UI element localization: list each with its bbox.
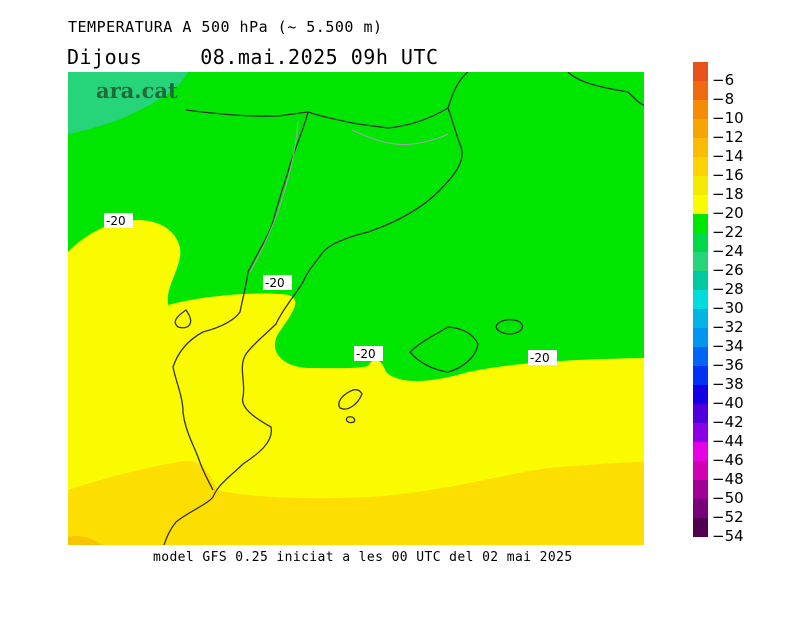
colorbar-swatch [693,252,708,271]
colorbar-swatch [693,157,708,176]
colorbar-label: −24 [712,242,744,260]
colorbar-swatch [693,309,708,328]
colorbar-swatch [693,290,708,309]
colorbar-swatch [693,62,708,82]
field-gold [68,461,644,545]
colorbar-label: −34 [712,337,744,355]
colorbar-swatch [693,404,708,423]
contour-label: -20 [104,213,133,228]
colorbar-swatch [693,461,708,480]
svg-text:-20: -20 [530,351,550,365]
colorbar-label: −52 [712,508,744,526]
colorbar-label: −26 [712,261,744,279]
colorbar-swatch [693,214,708,233]
colorbar-swatch [693,442,708,461]
colorbar-swatch [693,366,708,385]
regional-border [249,121,299,273]
contour-label: -20 [263,275,292,290]
colorbar-label: −42 [712,413,744,431]
colorbar-label: −46 [712,451,744,469]
colorbar-label: −50 [712,489,744,507]
colorbar-swatch [693,176,708,195]
svg-text:-20: -20 [106,214,126,228]
colorbar-label: −40 [712,394,744,412]
colorbar-label: −44 [712,432,744,450]
colorbar-label: −22 [712,223,744,241]
contour-label: -20 [528,350,557,365]
ara-cat-logo: ara.cat [96,78,178,103]
colorbar-label: −18 [712,185,744,203]
colorbar-label: −6 [712,71,735,89]
colorbar-swatch [693,233,708,252]
colorbar-label: −30 [712,299,744,317]
colorbar-label: −10 [712,109,744,127]
colorbar-swatch [693,385,708,404]
colorbar-swatch [693,119,708,138]
field-gold-corner [68,535,103,545]
temperature-map: ara.cat -20 -20 -20 -20 [68,72,644,545]
colorbar-label: −20 [712,204,744,222]
colorbar-label: −16 [712,166,744,184]
colorbar-swatch [693,347,708,366]
colorbar-swatch [693,499,708,518]
colorbar-swatch [693,138,708,157]
colorbar-label: −54 [712,527,744,545]
colorbar-label: −36 [712,356,744,374]
weekday: Dijous [67,45,143,69]
model-run-info: model GFS 0.25 iniciat a les 00 UTC del … [153,550,573,565]
chart-title: TEMPERATURA A 500 hPa (~ 5.500 m) [68,18,383,36]
colorbar-label: −38 [712,375,744,393]
svg-text:-20: -20 [265,276,285,290]
colorbar-swatch [693,518,708,537]
regional-border-east [351,129,449,146]
date-line: Dijous 08.mai.2025 09h UTC [67,45,439,69]
colorbar-swatch [693,423,708,442]
colorbar-swatch [693,271,708,290]
colorbar-label: −12 [712,128,744,146]
colorbar-swatch [693,195,708,214]
colorbar-label: −48 [712,470,744,488]
colorbar-label: −28 [712,280,744,298]
colorbar-swatch [693,480,708,499]
colorbar-label: −32 [712,318,744,336]
field-yellow [68,220,644,545]
colorbar-swatch [693,100,708,119]
contour-label: -20 [354,346,383,361]
field-teal [68,72,188,134]
colorbar [693,62,708,554]
colorbar-label: −8 [712,90,735,108]
colorbar-label: −14 [712,147,744,165]
coastlines [163,72,644,545]
colorbar-swatch [693,328,708,347]
svg-text:-20: -20 [356,347,376,361]
colorbar-swatch [693,81,708,100]
valid-datetime: 08.mai.2025 09h UTC [200,45,439,69]
